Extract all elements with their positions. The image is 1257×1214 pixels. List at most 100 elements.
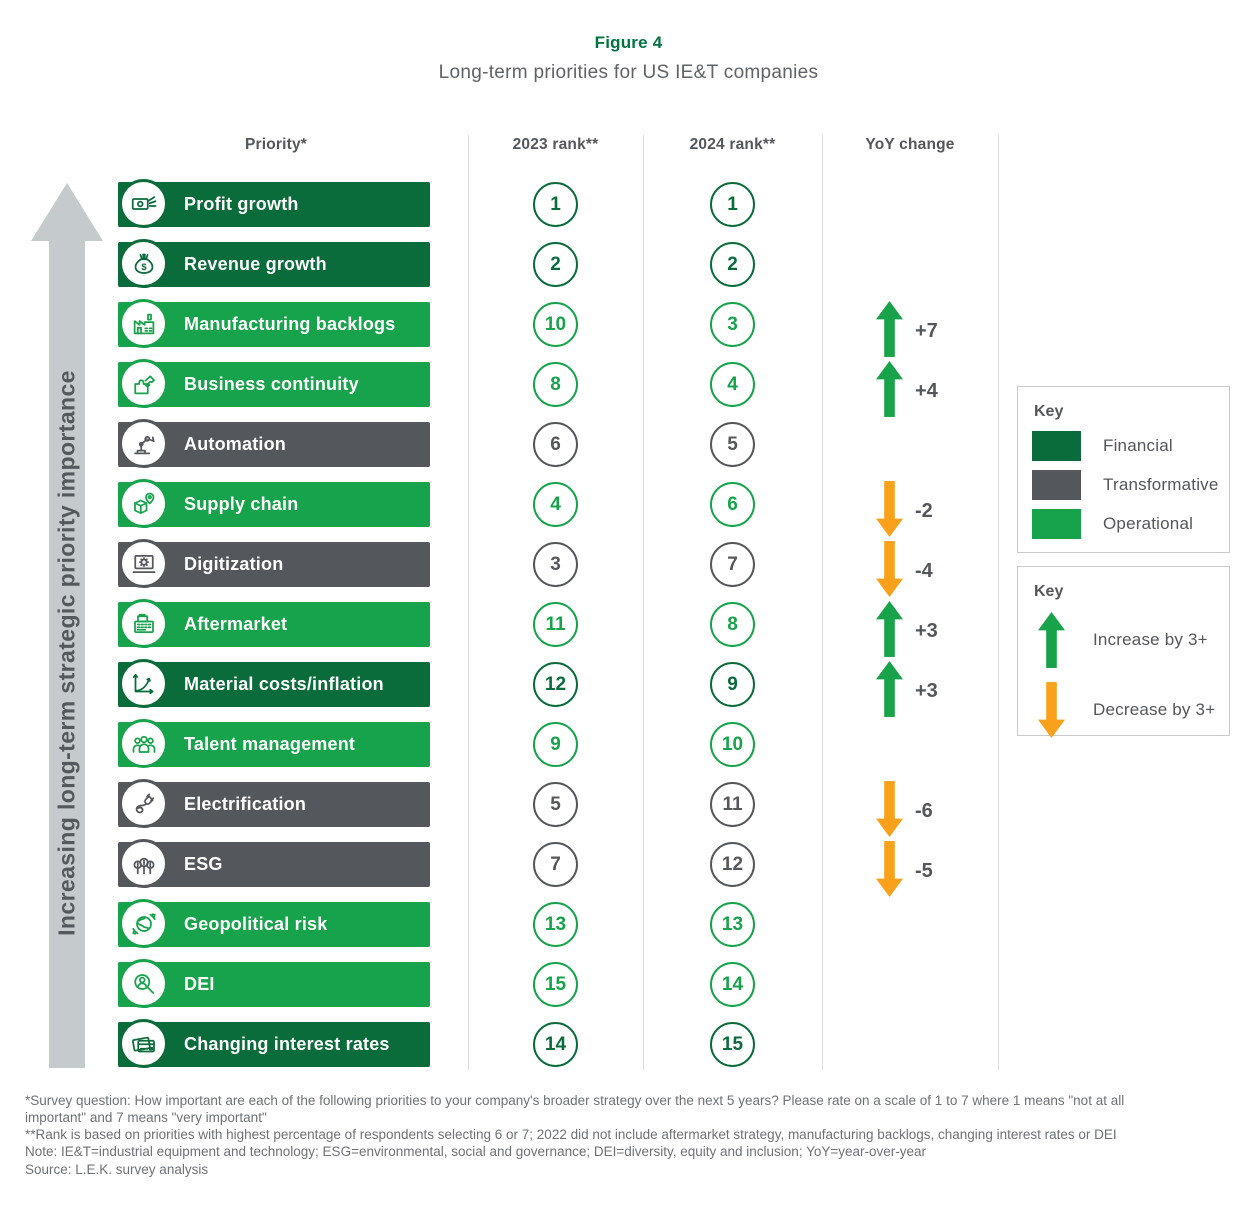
change-key-title: Key [1034,583,1064,600]
yoy-value: +3 [915,679,938,702]
money-bag-icon: $ [119,239,168,288]
priority-label: Manufacturing backlogs [184,314,396,334]
yoy-change: +3 [876,594,938,668]
footnotes: *Survey question: How important are each… [25,1092,1155,1178]
column-divider [998,135,999,1070]
rank-2023-badge: 4 [533,482,578,527]
priority-row: Profit growth 1 1 [0,179,1257,241]
rank-2024-badge: 2 [710,242,755,287]
yoy-value: -2 [915,499,933,522]
yoy-down-arrow-icon [876,840,903,903]
yoy-change: -6 [876,774,933,848]
factory-icon [119,299,168,348]
credit-cards-icon [119,1019,168,1068]
change-key-items: Increase by 3+ Decrease by 3+ [1018,611,1229,739]
priority-bar: $ Revenue growth [118,239,430,288]
rank-2023-badge: 3 [533,542,578,587]
rank-2024-badge: 10 [710,722,755,767]
priority-row: Business continuity 8 4 +4 [0,359,1257,421]
rank-2024-badge: 14 [710,962,755,1007]
package-pin-icon [119,479,168,528]
rank-2023-badge: 15 [533,962,578,1007]
priority-label: Profit growth [184,194,299,214]
priority-row: Automation 6 5 [0,419,1257,481]
rank-2023-badge: 9 [533,722,578,767]
yoy-down-arrow-icon [876,540,903,603]
priority-label: Digitization [184,554,284,574]
category-swatch [1032,470,1081,500]
category-key-title: Key [1034,403,1064,420]
column-divider [468,135,469,1070]
change-key: Key Increase by 3+ Decrease by 3+ [1017,566,1230,739]
yoy-change: +3 [876,654,938,728]
rank-2024-badge: 3 [710,302,755,347]
people-icon [119,719,168,768]
rank-2024-badge: 8 [710,602,755,647]
cash-register-icon [119,599,168,648]
priority-bar: Material costs/inflation [118,659,430,708]
rank-2024-badge: 7 [710,542,755,587]
priority-row: $ Revenue growth 2 2 [0,239,1257,301]
priority-label: Talent management [184,734,356,754]
yoy-change: +7 [876,294,938,368]
priority-bar: Automation [118,419,430,468]
rising-chart-icon [119,659,168,708]
figure-title: Long-term priorities for US IE&T compani… [438,62,819,83]
priority-row: Geopolitical risk 13 13 [0,899,1257,961]
priority-bar: Profit growth [118,179,430,228]
rank-2023-badge: 1 [533,182,578,227]
yoy-value: +3 [915,619,938,642]
figure-label: Figure 4 [594,33,663,52]
money-bills-icon [119,179,168,228]
priority-bar: Business continuity [118,359,430,408]
footnote-line: Note: IE&T=industrial equipment and tech… [25,1144,927,1160]
yoy-value: +4 [915,379,938,402]
footnote-line: Source: L.E.K. survey analysis [25,1161,209,1177]
category-key-item: Financial [1032,431,1229,461]
rank-2024-badge: 4 [710,362,755,407]
category-key-items: Financial Transformative Operational [1018,431,1229,539]
yoy-change: +4 [876,354,938,428]
svg-text:$: $ [141,262,147,272]
category-key-item: Transformative [1032,470,1229,500]
rank-2024-badge: 6 [710,482,755,527]
priority-label: DEI [184,974,215,994]
priority-label: Supply chain [184,494,299,514]
priority-bar: Changing interest rates [118,1019,430,1068]
priority-bar: Digitization [118,539,430,588]
priority-bar: ESG [118,839,430,888]
rank-2024-badge: 9 [710,662,755,707]
rank-2024-badge: 1 [710,182,755,227]
column-header-2024-rank: 2024 rank** [689,136,776,153]
priority-label: Electrification [184,794,307,814]
priority-row: Aftermarket 11 8 +3 [0,599,1257,661]
rank-2023-badge: 7 [533,842,578,887]
priority-row: Supply chain 4 6 -2 [0,479,1257,541]
rank-2023-badge: 10 [533,302,578,347]
rank-2024-badge: 12 [710,842,755,887]
priority-bar: Supply chain [118,479,430,528]
priority-bar: DEI [118,959,430,1008]
yoy-value: -5 [915,859,933,882]
priority-label: Aftermarket [184,614,288,634]
importance-axis-arrow [49,239,85,1068]
change-key-item-label: Increase by 3+ [1093,630,1208,649]
trees-icon [119,839,168,888]
plug-cable-icon [119,779,168,828]
priority-label: ESG [184,854,223,874]
change-key-item: Decrease by 3+ [1038,681,1229,739]
column-header-2023-rank: 2023 rank** [512,136,599,153]
priority-row: DEI 15 14 [0,959,1257,1021]
priority-label: Business continuity [184,374,359,394]
category-swatch [1032,431,1081,461]
importance-axis-arrowhead-icon [31,183,103,241]
priority-label: Changing interest rates [184,1034,390,1054]
rank-2023-badge: 2 [533,242,578,287]
person-magnifier-icon [119,959,168,1008]
category-swatch [1032,509,1081,539]
priority-bar: Manufacturing backlogs [118,299,430,348]
change-key-item: Increase by 3+ [1038,611,1229,669]
priority-row: Material costs/inflation 12 9 +3 [0,659,1257,721]
robot-arm-icon [119,419,168,468]
